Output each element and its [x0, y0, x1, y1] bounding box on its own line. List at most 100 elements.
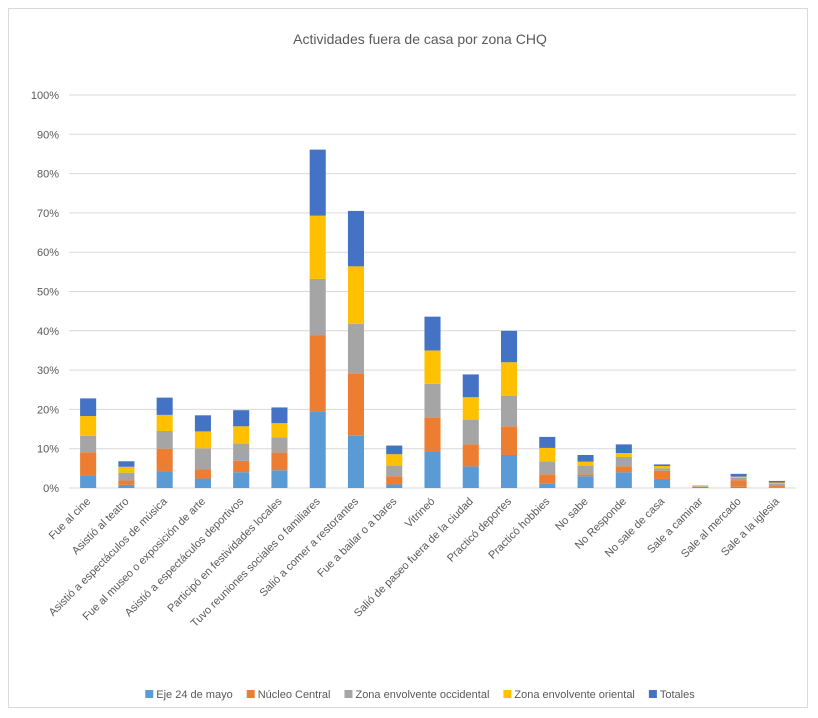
legend-item: Zona envolvente oriental — [503, 689, 635, 701]
bar-segment — [194, 415, 211, 432]
legend-label: Zona envolvente oriental — [514, 689, 634, 701]
bar-segment — [539, 461, 556, 475]
legend-swatch — [503, 690, 512, 698]
y-tick-label: 90% — [37, 129, 59, 141]
bar-segment — [730, 486, 747, 488]
bar-segment — [462, 374, 479, 398]
bar-segment — [500, 395, 518, 427]
bar-segment — [500, 362, 518, 396]
bar-segment — [654, 465, 671, 469]
bar-segment — [347, 210, 365, 267]
bar-segment — [156, 448, 173, 472]
bar-segment — [271, 470, 288, 488]
bar-segment — [156, 397, 173, 415]
bar-segment — [80, 475, 97, 488]
legend-swatch — [145, 690, 154, 698]
bar-segment — [577, 465, 594, 475]
bar-segment — [233, 460, 250, 473]
bar-segment — [118, 466, 135, 473]
y-tick-label: 60% — [37, 247, 59, 259]
bar-segment — [271, 437, 288, 453]
bar-segment — [386, 476, 403, 485]
bar-segment — [309, 149, 326, 216]
bar-segment — [386, 445, 403, 455]
bar-segment — [615, 472, 632, 488]
bar-segment — [577, 474, 594, 477]
bar-segment — [118, 472, 135, 481]
y-tick-label: 40% — [37, 326, 59, 338]
bar-segment — [577, 454, 594, 462]
bar-segment — [615, 453, 632, 457]
bar-segment — [194, 469, 211, 479]
bar-segment — [424, 350, 441, 384]
bar-segment — [347, 323, 365, 374]
bar-segment — [768, 487, 785, 488]
bar-segment — [309, 335, 326, 412]
bar-segment — [462, 397, 479, 421]
legend-item: Eje 24 de mayo — [145, 689, 233, 701]
bar-segment — [309, 278, 326, 336]
legend-item: Núcleo Central — [246, 689, 330, 701]
legend-swatch — [344, 690, 353, 698]
bar-segment — [539, 483, 556, 488]
bar-segment — [424, 316, 441, 351]
bar-segment — [500, 454, 518, 488]
bar-segment — [271, 423, 288, 438]
y-tick-label: 30% — [37, 365, 59, 377]
bar-segment — [80, 398, 97, 417]
x-tick-label: Vitrineó — [403, 496, 438, 531]
bar-segment — [386, 484, 403, 488]
bar-segment — [347, 266, 365, 324]
bar-segment — [271, 452, 288, 471]
bar-segment — [462, 466, 479, 488]
legend-label: Zona envolvente occidental — [355, 689, 489, 701]
bar-segment — [80, 416, 97, 436]
bar-segment — [194, 478, 211, 488]
bar-segment — [730, 476, 747, 478]
bar-segment — [386, 454, 403, 466]
legend-label: Eje 24 de mayo — [156, 689, 232, 701]
bar-segment — [730, 480, 747, 487]
bar-segment — [462, 444, 479, 467]
bar-segment — [539, 474, 556, 484]
bar-segment — [424, 417, 441, 452]
bar-segment — [118, 480, 135, 485]
bar-segment — [156, 431, 173, 449]
bar-segment — [309, 411, 326, 488]
bar-segment — [615, 466, 632, 473]
bar-segment — [654, 478, 671, 488]
bar-segment — [80, 452, 97, 476]
bar-segment — [654, 470, 671, 479]
bars — [80, 149, 785, 488]
bar-segment — [539, 436, 556, 448]
bar-segment — [615, 456, 632, 467]
bar-segment — [424, 451, 441, 488]
legend-item: Zona envolvente occidental — [344, 689, 489, 701]
bar-segment — [118, 484, 135, 488]
bar-segment — [768, 486, 785, 488]
y-tick-label: 0% — [43, 483, 59, 495]
chart-frame — [8, 8, 808, 708]
bar-segment — [233, 410, 250, 427]
legend-label: Totales — [660, 689, 695, 701]
bar-segment — [462, 420, 479, 445]
bar-segment — [156, 414, 173, 432]
bar-segment — [233, 426, 250, 444]
bar-segment — [500, 330, 518, 363]
bar-segment — [271, 407, 288, 424]
legend-swatch — [648, 690, 657, 698]
bar-segment — [233, 443, 250, 461]
bar-segment — [654, 468, 671, 471]
bar-segment — [768, 483, 785, 487]
bar-segment — [118, 461, 135, 467]
legend-item: Totales — [648, 689, 695, 701]
chart-title: Actividades fuera de casa por zona CHQ — [293, 31, 547, 47]
x-tick-label: No sabe — [553, 496, 590, 533]
y-tick-label: 10% — [37, 444, 59, 456]
y-tick-label: 100% — [31, 90, 59, 102]
legend: Eje 24 de mayo Núcleo Central Zona envolve… — [145, 689, 695, 701]
x-tick-label: Practicó deportes — [445, 495, 514, 564]
bar-segment — [577, 476, 594, 488]
